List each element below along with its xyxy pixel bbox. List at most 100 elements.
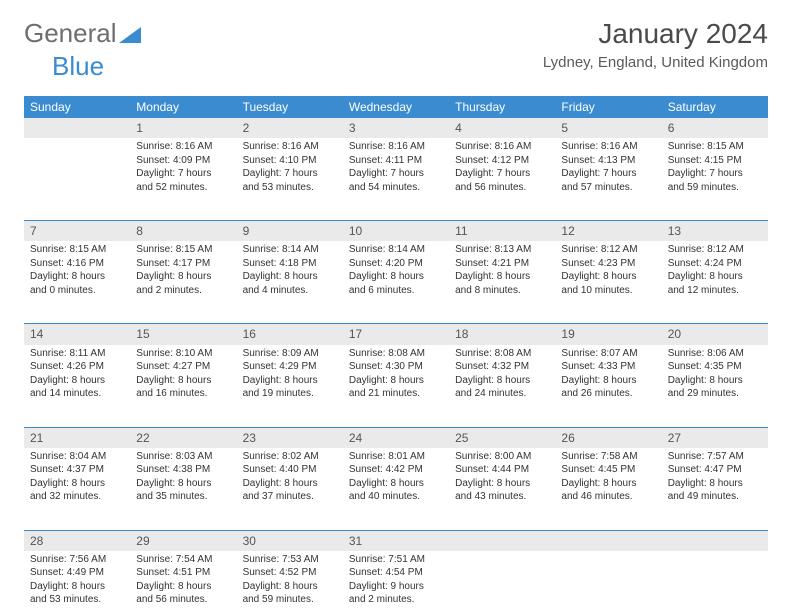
day-cell-number bbox=[24, 118, 130, 138]
day-cell-number: 27 bbox=[662, 427, 768, 448]
daynum-row: 28293031 bbox=[24, 530, 768, 551]
day-header: Monday bbox=[130, 96, 236, 118]
sun-info: Sunrise: 8:13 AMSunset: 4:21 PMDaylight:… bbox=[455, 243, 549, 297]
day-cell-number bbox=[555, 530, 661, 551]
daynum-row: 123456 bbox=[24, 118, 768, 138]
sun-info: Sunrise: 8:16 AMSunset: 4:09 PMDaylight:… bbox=[136, 140, 230, 194]
day-cell-number: 26 bbox=[555, 427, 661, 448]
sun-info: Sunrise: 8:04 AMSunset: 4:37 PMDaylight:… bbox=[30, 450, 124, 504]
day-cell: Sunrise: 8:16 AMSunset: 4:09 PMDaylight:… bbox=[130, 138, 236, 221]
day-number: 18 bbox=[455, 325, 549, 342]
day-cell-number: 25 bbox=[449, 427, 555, 448]
sun-info-line: Sunrise: 8:15 AM bbox=[136, 243, 230, 257]
day-cell: Sunrise: 8:16 AMSunset: 4:12 PMDaylight:… bbox=[449, 138, 555, 221]
day-cell bbox=[555, 551, 661, 612]
logo-word1: General bbox=[24, 18, 117, 49]
day-number: 10 bbox=[349, 222, 443, 239]
day-cell: Sunrise: 8:14 AMSunset: 4:18 PMDaylight:… bbox=[237, 241, 343, 324]
sun-info-line: Daylight: 8 hours bbox=[561, 374, 655, 388]
day-number: 16 bbox=[243, 325, 337, 342]
sun-info-line: and 49 minutes. bbox=[668, 490, 762, 504]
sun-info-line: Daylight: 8 hours bbox=[668, 270, 762, 284]
sun-info: Sunrise: 8:01 AMSunset: 4:42 PMDaylight:… bbox=[349, 450, 443, 504]
day-cell-number: 1 bbox=[130, 118, 236, 138]
sun-info: Sunrise: 7:53 AMSunset: 4:52 PMDaylight:… bbox=[243, 553, 337, 607]
sun-info: Sunrise: 8:08 AMSunset: 4:32 PMDaylight:… bbox=[455, 347, 549, 401]
day-cell-number: 22 bbox=[130, 427, 236, 448]
sun-info-line: Sunrise: 8:14 AM bbox=[349, 243, 443, 257]
day-cell: Sunrise: 8:03 AMSunset: 4:38 PMDaylight:… bbox=[130, 448, 236, 531]
day-cell: Sunrise: 8:16 AMSunset: 4:10 PMDaylight:… bbox=[237, 138, 343, 221]
day-cell-number: 24 bbox=[343, 427, 449, 448]
sun-info-line: Sunset: 4:52 PM bbox=[243, 566, 337, 580]
location: Lydney, England, United Kingdom bbox=[543, 54, 768, 71]
sun-info-line bbox=[30, 140, 124, 154]
day-cell: Sunrise: 8:14 AMSunset: 4:20 PMDaylight:… bbox=[343, 241, 449, 324]
sun-info-line: and 6 minutes. bbox=[349, 284, 443, 298]
sun-info-line: and 56 minutes. bbox=[136, 593, 230, 607]
day-number: 4 bbox=[455, 119, 549, 136]
sun-info-line: Sunset: 4:20 PM bbox=[349, 257, 443, 271]
day-cell: Sunrise: 8:08 AMSunset: 4:32 PMDaylight:… bbox=[449, 345, 555, 428]
sun-info-line: Sunrise: 8:12 AM bbox=[668, 243, 762, 257]
sun-info-line: Daylight: 8 hours bbox=[455, 477, 549, 491]
day-number bbox=[30, 119, 124, 136]
week-row: Sunrise: 7:56 AMSunset: 4:49 PMDaylight:… bbox=[24, 551, 768, 612]
sun-info-line bbox=[30, 154, 124, 168]
day-number: 23 bbox=[243, 429, 337, 446]
day-number: 31 bbox=[349, 532, 443, 549]
day-header: Wednesday bbox=[343, 96, 449, 118]
sun-info bbox=[561, 553, 655, 607]
day-header-row: Sunday Monday Tuesday Wednesday Thursday… bbox=[24, 96, 768, 118]
day-header: Thursday bbox=[449, 96, 555, 118]
day-cell: Sunrise: 8:12 AMSunset: 4:23 PMDaylight:… bbox=[555, 241, 661, 324]
day-header: Saturday bbox=[662, 96, 768, 118]
day-cell bbox=[24, 138, 130, 221]
sun-info-line: Sunrise: 8:16 AM bbox=[455, 140, 549, 154]
sun-info-line: Daylight: 8 hours bbox=[136, 580, 230, 594]
day-number: 21 bbox=[30, 429, 124, 446]
sun-info-line: Sunset: 4:15 PM bbox=[668, 154, 762, 168]
day-number: 14 bbox=[30, 325, 124, 342]
day-cell-number: 9 bbox=[237, 221, 343, 242]
sun-info bbox=[30, 140, 124, 194]
sun-info-line: Sunset: 4:54 PM bbox=[349, 566, 443, 580]
calendar-table: Sunday Monday Tuesday Wednesday Thursday… bbox=[24, 96, 768, 612]
sun-info: Sunrise: 7:58 AMSunset: 4:45 PMDaylight:… bbox=[561, 450, 655, 504]
day-header: Tuesday bbox=[237, 96, 343, 118]
day-cell-number: 10 bbox=[343, 221, 449, 242]
day-cell-number: 30 bbox=[237, 530, 343, 551]
week-row: Sunrise: 8:04 AMSunset: 4:37 PMDaylight:… bbox=[24, 448, 768, 531]
day-cell: Sunrise: 8:12 AMSunset: 4:24 PMDaylight:… bbox=[662, 241, 768, 324]
day-cell: Sunrise: 8:09 AMSunset: 4:29 PMDaylight:… bbox=[237, 345, 343, 428]
day-cell: Sunrise: 8:06 AMSunset: 4:35 PMDaylight:… bbox=[662, 345, 768, 428]
sun-info-line: Sunset: 4:38 PM bbox=[136, 463, 230, 477]
day-number: 17 bbox=[349, 325, 443, 342]
sun-info-line: Daylight: 8 hours bbox=[455, 270, 549, 284]
day-cell-number: 4 bbox=[449, 118, 555, 138]
day-cell-number bbox=[449, 530, 555, 551]
day-cell-number: 21 bbox=[24, 427, 130, 448]
sun-info-line: Sunset: 4:29 PM bbox=[243, 360, 337, 374]
sun-info: Sunrise: 8:14 AMSunset: 4:18 PMDaylight:… bbox=[243, 243, 337, 297]
day-number: 5 bbox=[561, 119, 655, 136]
sun-info-line bbox=[455, 553, 549, 567]
day-cell: Sunrise: 7:53 AMSunset: 4:52 PMDaylight:… bbox=[237, 551, 343, 612]
sun-info-line: Sunrise: 8:08 AM bbox=[455, 347, 549, 361]
sun-info-line bbox=[30, 167, 124, 181]
sun-info-line: Daylight: 7 hours bbox=[349, 167, 443, 181]
sun-info-line: Sunset: 4:12 PM bbox=[455, 154, 549, 168]
day-number: 6 bbox=[668, 119, 762, 136]
day-header: Friday bbox=[555, 96, 661, 118]
day-cell: Sunrise: 8:15 AMSunset: 4:15 PMDaylight:… bbox=[662, 138, 768, 221]
sun-info-line: Daylight: 8 hours bbox=[243, 477, 337, 491]
sun-info-line: Sunrise: 8:01 AM bbox=[349, 450, 443, 464]
sun-info-line: and 19 minutes. bbox=[243, 387, 337, 401]
sun-info-line: Sunrise: 7:53 AM bbox=[243, 553, 337, 567]
sun-info: Sunrise: 8:16 AMSunset: 4:13 PMDaylight:… bbox=[561, 140, 655, 194]
sun-info: Sunrise: 8:15 AMSunset: 4:17 PMDaylight:… bbox=[136, 243, 230, 297]
sun-info-line: Sunrise: 8:10 AM bbox=[136, 347, 230, 361]
day-cell-number: 8 bbox=[130, 221, 236, 242]
day-number: 28 bbox=[30, 532, 124, 549]
day-number: 13 bbox=[668, 222, 762, 239]
